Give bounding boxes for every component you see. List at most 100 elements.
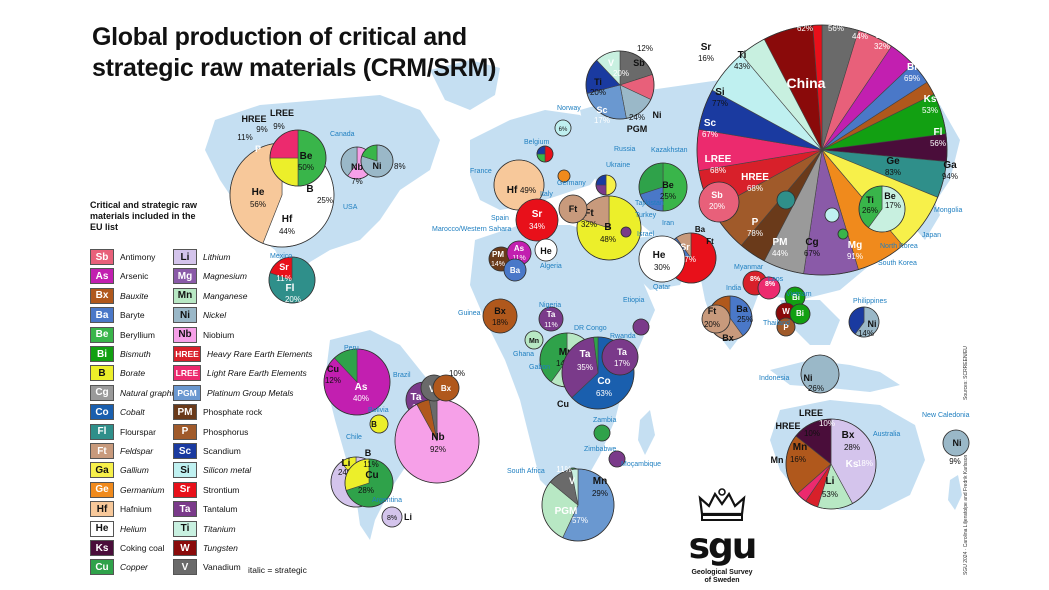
country-label: New Caledonia <box>922 412 970 419</box>
pie-label: Nb <box>431 432 444 443</box>
pie-label: 8% <box>387 515 397 522</box>
pie-label: Sr <box>279 262 289 272</box>
pie-label: Mn <box>559 347 573 358</box>
pie-mocambique <box>608 450 626 468</box>
pie-label: Ta <box>617 347 628 357</box>
pie-label: 49% <box>520 186 536 195</box>
pie-outline <box>538 306 564 332</box>
pie-label: 17% <box>885 201 901 210</box>
legend-swatch: Ni <box>173 307 197 324</box>
pie-outline <box>698 181 740 223</box>
pie-label: 50% <box>298 163 314 172</box>
legend-label: Magnesium <box>203 271 247 282</box>
pie-label: 63% <box>596 389 612 398</box>
pie-label: 20% <box>709 202 725 211</box>
legend-label: Baryte <box>120 310 145 321</box>
country-label: Peru <box>344 345 359 352</box>
legend-label: Nickel <box>203 310 227 321</box>
pie-label: Sb <box>633 58 645 68</box>
pie-label: As <box>854 20 867 31</box>
country-label: Iran <box>662 220 675 227</box>
pie-russia <box>585 50 655 120</box>
country-label: Guinea <box>458 310 481 317</box>
pie-south-africa <box>541 468 615 542</box>
pie-outline <box>541 468 615 542</box>
pie-label: Cu <box>327 364 339 374</box>
pie-label: Ni <box>953 438 962 448</box>
legend-label: Titanium <box>203 523 236 534</box>
pie-label: Ti <box>594 77 602 87</box>
logo-wordmark: sgu <box>688 526 758 567</box>
pie-label: Bi <box>907 62 917 73</box>
pie-label: Sr <box>701 42 712 53</box>
crown-icon <box>698 488 746 521</box>
pie-label: Cg <box>805 237 818 248</box>
pie-label: B <box>306 184 313 195</box>
country-label: Russia <box>614 146 636 153</box>
legend-item: Co Cobalt <box>90 404 145 421</box>
pie-label: 17% <box>594 116 610 125</box>
pie-label: PGM <box>627 124 648 134</box>
legend-item: LREE Light Rare Earth Elements <box>173 365 307 382</box>
pie-outline <box>381 506 403 528</box>
pie-outline <box>515 198 559 242</box>
legend-item: Mn Manganese <box>173 287 247 304</box>
country-label: Algeria <box>540 263 562 270</box>
pie-label: 12% <box>637 44 653 53</box>
pie-label: LREE <box>270 108 294 118</box>
pie-ukraine <box>595 174 617 196</box>
legend-item: Ni Nickel <box>173 307 227 324</box>
pie-label: 48% <box>600 235 616 244</box>
pie-outline <box>432 374 460 402</box>
pie-label: 11% <box>237 133 252 142</box>
pie-label: 26% <box>808 384 824 393</box>
pie-brazil-bx <box>432 374 460 402</box>
pie-outline <box>269 129 327 187</box>
legend-item: He Helium <box>90 520 146 537</box>
pie-italy <box>558 194 588 224</box>
country-label: Israel <box>637 231 655 238</box>
legend-item: Be Beryllium <box>90 326 155 343</box>
legend-swatch: Co <box>90 404 114 421</box>
legend-swatch: V <box>173 559 197 576</box>
pie-label: Bi <box>796 309 804 318</box>
country-label: South Korea <box>878 260 917 267</box>
country-label: Rwanda <box>610 333 636 340</box>
pie-chile-cu <box>344 458 394 508</box>
logo-subtitle-line: Geological Survey <box>691 569 753 576</box>
pie-label: 68% <box>710 166 726 175</box>
country-label: Gabon <box>529 364 551 371</box>
country-label: Myanmar <box>734 264 764 271</box>
pie-label: B <box>365 448 372 458</box>
pie-label: 8% <box>750 276 761 283</box>
country-label: Brazil <box>393 372 411 379</box>
pie-label: 25% <box>317 196 333 205</box>
legend-label: Coking coal <box>120 543 165 553</box>
pie-label: Mg <box>848 240 862 251</box>
legend-swatch: Be <box>90 326 114 343</box>
country-label: Canada <box>330 131 355 138</box>
pie-label: Be <box>662 180 674 190</box>
pie-turkey <box>576 195 642 261</box>
country-label: Ghana <box>513 351 535 358</box>
legend-item: Si Silicon metal <box>173 462 251 479</box>
country-label: Qatar <box>653 284 671 291</box>
pie-label: Sb <box>830 12 843 23</box>
pie-outline <box>482 298 518 334</box>
legend-heading: Critical and strategic raw materials inc… <box>90 200 198 232</box>
pie-label: 18% <box>492 318 508 327</box>
pie-label: Mn <box>771 455 784 465</box>
pie-label: Ks <box>846 459 859 470</box>
pie-label: 10% <box>449 369 465 378</box>
pie-usa-be <box>269 129 327 187</box>
pie-label: 11% <box>363 460 378 469</box>
pie-label: Sc <box>596 105 607 115</box>
pie-label: He <box>653 250 666 261</box>
pie-label: HREE <box>241 114 266 124</box>
pie-label: Ft <box>708 306 717 316</box>
legend-label: Vanadium <box>203 562 241 573</box>
pie-label: 20% <box>704 320 720 329</box>
legend-swatch: Nb <box>173 326 197 343</box>
